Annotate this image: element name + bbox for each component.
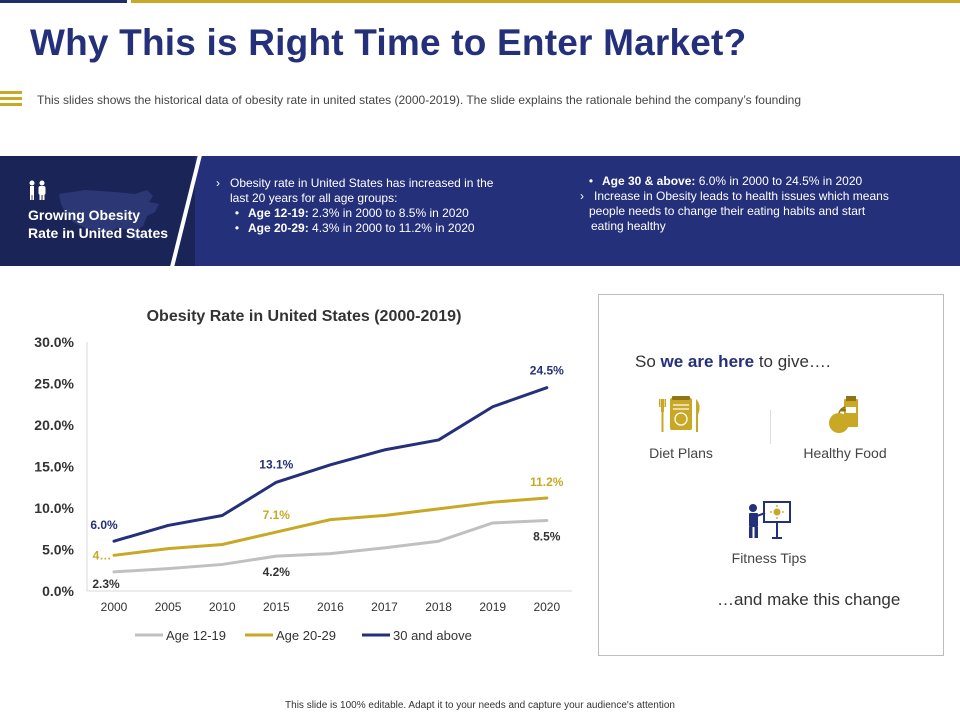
banner-col1-bullet-1-label: Age 12-19: (248, 206, 309, 220)
page-title: Why This is Right Time to Enter Market? (30, 22, 747, 63)
panel-outro: …and make this change (717, 590, 901, 609)
x-tick-label: 2019 (479, 600, 506, 614)
x-tick-label: 2010 (209, 600, 236, 614)
panel-divider (770, 410, 771, 444)
data-label: 6.0% (90, 518, 118, 532)
banner-column-2: • Age 30 & above: 6.0% in 2000 to 24.5% i… (580, 174, 950, 234)
offer-fitness-tips: Fitness Tips (719, 500, 819, 566)
data-label: 2.3% (92, 577, 120, 591)
data-label: 4… (93, 548, 112, 562)
footer-note: This slide is 100% editable. Adapt it to… (285, 700, 675, 711)
y-tick-label: 15.0% (34, 459, 74, 475)
info-banner: Growing Obesity Rate in United States › O… (0, 156, 960, 266)
offer-diet-label: Diet Plans (649, 445, 713, 461)
banner-col2-line-3: eating healthy (591, 219, 666, 233)
offer-fitness-label: Fitness Tips (731, 550, 807, 566)
banner-col1-line-2: last 20 years for all age groups: (230, 191, 398, 205)
page-subtitle: This slides shows the historical data of… (37, 93, 802, 107)
x-tick-label: 2020 (533, 600, 560, 614)
banner-col1-bullet-2-label: Age 20-29: (248, 221, 309, 235)
banner-col2-bullet-1-label: Age 30 & above: (602, 174, 696, 188)
top-accent-line-navy (0, 0, 127, 3)
x-tick-label: 2000 (101, 600, 128, 614)
x-tick-label: 2015 (263, 600, 290, 614)
panel-intro-post: to give…. (754, 352, 831, 371)
panel-intro-pre: So (635, 352, 661, 371)
banner-label-line-1: Growing Obesity (28, 207, 141, 223)
legend-label: Age 20-29 (276, 628, 336, 643)
series-line (112, 496, 549, 557)
banner-column-1: › Obesity rate in United States has incre… (216, 176, 536, 236)
chart-title: Obesity Rate in United States (2000-2019… (147, 308, 462, 325)
offer-food-label: Healthy Food (803, 445, 887, 461)
x-axis-ticks: 2000 2005 2010 2015 2016 2017 2018 2019 2020 (101, 600, 561, 614)
series-line (112, 518, 549, 574)
data-label: 24.5% (530, 364, 564, 378)
y-tick-label: 5.0% (42, 542, 74, 558)
y-axis-ticks: 0.0% 5.0% 10.0% 15.0% 20.0% 25.0% 30.0% (34, 334, 74, 599)
menu-lines-icon (0, 91, 22, 107)
banner-col2-line-1: Increase in Obesity leads to health issu… (594, 189, 889, 203)
data-label: 11.2% (530, 475, 564, 489)
panel-intro: So we are here to give…. (635, 352, 831, 372)
offer-panel: So we are here to give…. Diet Plans Heal… (598, 294, 944, 656)
y-tick-label: 0.0% (42, 583, 74, 599)
chevron-right-icon: › (580, 189, 584, 203)
chevron-right-icon: › (216, 176, 220, 190)
data-label: 13.1% (259, 457, 293, 471)
x-tick-label: 2005 (155, 600, 182, 614)
offer-diet-plans: Diet Plans (631, 395, 731, 461)
x-tick-label: 2018 (425, 600, 452, 614)
offer-healthy-food: Healthy Food (795, 395, 895, 461)
data-label: 8.5% (533, 529, 561, 543)
data-labels: 2.3% 4.2% 8.5% 4… 7.1% 11.2% 6.0% 13.1% 24.5% (90, 364, 564, 591)
y-tick-label: 20.0% (34, 417, 74, 433)
legend-label: Age 12-19 (166, 628, 226, 643)
y-tick-label: 30.0% (34, 334, 74, 350)
legend-label: 30 and above (393, 628, 472, 643)
banner-label: Growing Obesity Rate in United States (28, 206, 193, 242)
top-accent-line-gold (131, 0, 960, 3)
banner-col1-bullet-1-text: 2.3% in 2000 to 8.5% in 2020 (308, 206, 469, 220)
series-lines (112, 386, 549, 574)
banner-label-line-2: Rate in United States (28, 225, 169, 241)
banner-label-block: Growing Obesity Rate in United States (0, 156, 195, 266)
series-line (112, 386, 549, 543)
x-tick-label: 2017 (371, 600, 398, 614)
banner-col1-bullet-2-text: 4.3% in 2000 to 11.2% in 2020 (308, 221, 475, 235)
x-tick-label: 2016 (317, 600, 344, 614)
y-tick-label: 25.0% (34, 376, 74, 392)
diet-plan-icon (659, 396, 700, 432)
banner-col2-bullet-1-text: 6.0% in 2000 to 24.5% in 2020 (695, 174, 863, 188)
banner-col2-line-2: people needs to change their eating habi… (589, 204, 866, 218)
y-tick-label: 10.0% (34, 500, 74, 516)
panel-intro-bold: we are here (660, 352, 755, 371)
people-scale-icon (29, 180, 46, 200)
data-label: 7.1% (263, 508, 291, 522)
chart-legend: Age 12-19 Age 20-29 30 and above (135, 628, 472, 643)
data-label: 4.2% (263, 565, 291, 579)
banner-col1-line-1: Obesity rate in United States has increa… (230, 176, 494, 190)
fitness-presentation-icon (749, 501, 791, 539)
usa-map-icon (59, 190, 159, 240)
healthy-food-icon (829, 396, 858, 433)
obesity-line-chart: Obesity Rate in United States (2000-2019… (34, 308, 572, 643)
